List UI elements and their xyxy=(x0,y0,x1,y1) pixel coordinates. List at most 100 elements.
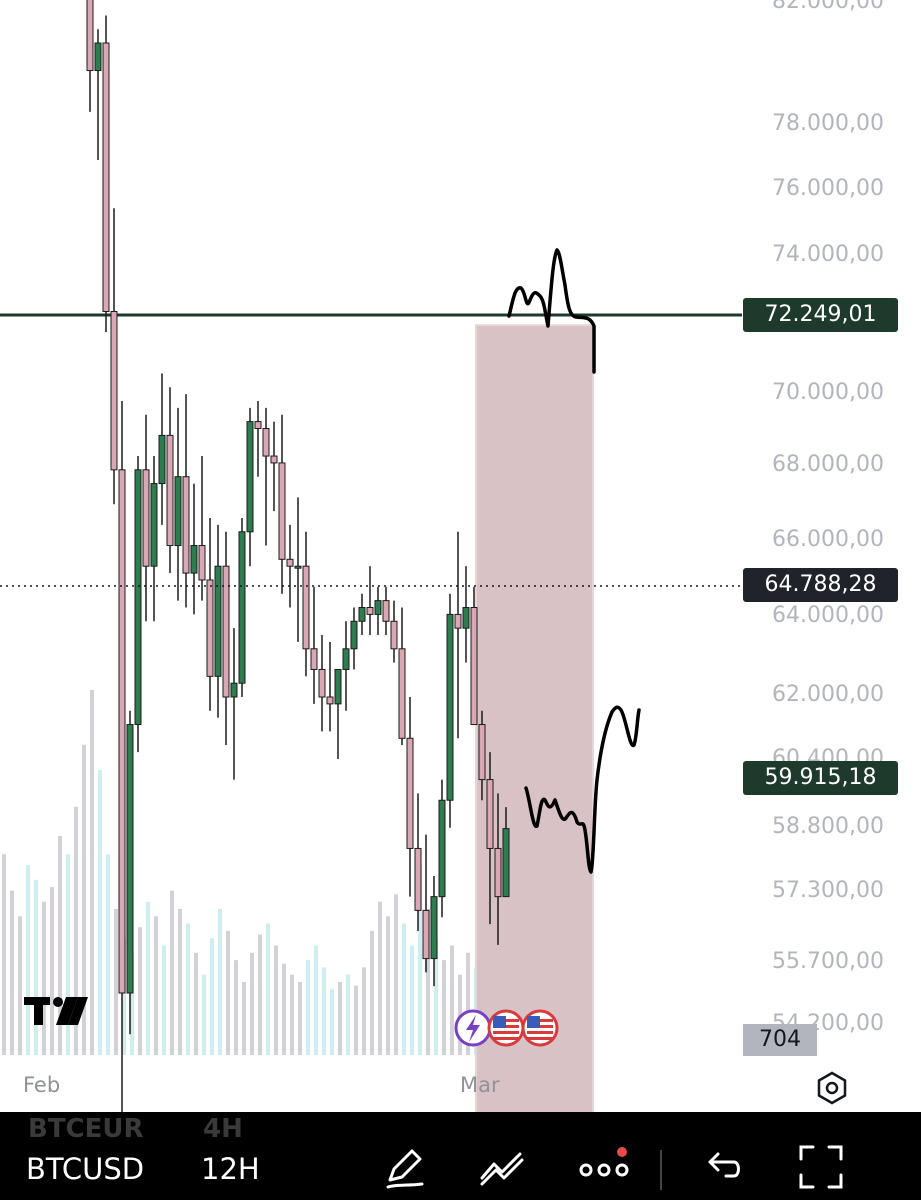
volume-bar xyxy=(282,963,286,1055)
volume-bar xyxy=(106,854,110,1055)
volume-bar xyxy=(434,938,438,1055)
candle-body xyxy=(254,421,262,430)
candle-body xyxy=(198,545,206,581)
candle-body xyxy=(222,565,230,698)
candle-body xyxy=(502,828,510,898)
candle-body xyxy=(486,779,494,849)
candle-body xyxy=(102,42,110,312)
candle-body xyxy=(214,565,222,677)
candles xyxy=(86,0,510,1112)
candle-body xyxy=(150,483,158,567)
volume-bar xyxy=(26,865,30,1055)
candle-body xyxy=(270,455,278,464)
candle-body xyxy=(422,909,430,960)
volume-bar xyxy=(290,974,294,1055)
candle-body xyxy=(166,434,174,547)
toolbar-divider xyxy=(660,1150,662,1190)
candle-body xyxy=(126,724,134,994)
candle-body xyxy=(174,476,182,547)
freehand-drawings xyxy=(507,248,641,874)
price-axis-label: 57.300,00 xyxy=(772,878,884,903)
price-axis: 82.000,00 78.000,00 76.000,00 74.000,00 70.0… xyxy=(772,0,884,1036)
volume-bar xyxy=(186,923,190,1055)
candle-body xyxy=(478,724,486,781)
volume-bar xyxy=(442,960,446,1055)
volume-bar xyxy=(130,952,134,1055)
previous-symbol-ghost: BTCEUR xyxy=(28,1114,144,1144)
more-icon[interactable] xyxy=(576,1142,636,1192)
volume-bar xyxy=(234,960,238,1055)
volume-bar xyxy=(394,894,398,1055)
candle-body xyxy=(366,607,374,615)
volume-bar xyxy=(362,967,366,1055)
volume-bar xyxy=(338,982,342,1055)
volume-bar xyxy=(346,974,350,1055)
volume-bar xyxy=(386,916,390,1055)
current-price-tag: 64.788,28 xyxy=(743,568,898,602)
volume-bar xyxy=(250,952,254,1055)
candle-body xyxy=(494,847,502,898)
us-flag-icon-2 xyxy=(521,1009,559,1047)
volume-bars xyxy=(2,690,478,1055)
candle-body xyxy=(318,668,326,698)
candle-body xyxy=(454,613,462,629)
event-icons[interactable] xyxy=(453,1005,565,1051)
volume-bar xyxy=(410,945,414,1055)
candle-body xyxy=(446,613,454,801)
symbol-button[interactable]: BTCUSD xyxy=(26,1152,145,1186)
volume-bar xyxy=(322,967,326,1055)
volume-bar xyxy=(2,854,6,1055)
price-axis-label: 66.000,00 xyxy=(772,527,884,552)
volume-bar xyxy=(74,806,78,1055)
volume-bar xyxy=(10,890,14,1055)
candle-body xyxy=(302,565,310,650)
candle-body xyxy=(182,476,190,574)
candle-body xyxy=(406,737,414,849)
price-axis-label: 70.000,00 xyxy=(772,380,884,405)
interval-button[interactable]: 12H xyxy=(201,1152,260,1186)
volume-bar xyxy=(314,945,318,1055)
price-axis-label: 62.000,00 xyxy=(772,682,884,707)
volume-bar xyxy=(354,985,358,1055)
time-label-feb: Feb xyxy=(23,1073,61,1097)
volume-bar xyxy=(330,989,334,1055)
undo-icon[interactable] xyxy=(702,1142,742,1192)
candle-body xyxy=(246,421,254,533)
candle-body xyxy=(206,579,214,677)
resistance-price-tag: 72.249,01 xyxy=(743,298,898,332)
volume-bar xyxy=(466,952,470,1055)
settings-hexagon-icon[interactable] xyxy=(814,1070,850,1106)
price-axis-label: 82.000,00 xyxy=(772,0,884,14)
volume-bar xyxy=(162,945,166,1055)
pen-icon[interactable] xyxy=(380,1142,430,1192)
support-price-tag: 59.915,18 xyxy=(743,761,898,795)
chart-area[interactable]: 82.000,00 78.000,00 76.000,00 74.000,00 70.0… xyxy=(0,0,921,1112)
candle-body xyxy=(310,648,318,670)
tradingview-logo xyxy=(24,997,88,1025)
volume-bar xyxy=(82,744,86,1055)
candle-body xyxy=(470,607,478,726)
candle-body xyxy=(142,469,150,567)
lightning-icon xyxy=(454,1009,492,1047)
volume-bar xyxy=(210,938,214,1055)
candle-body xyxy=(414,847,422,911)
volume-bar xyxy=(66,854,70,1055)
candle-body xyxy=(110,310,118,471)
candle-body xyxy=(342,648,350,670)
fullscreen-icon[interactable] xyxy=(796,1142,846,1192)
volume-bar xyxy=(378,901,382,1055)
volume-bar xyxy=(42,901,46,1055)
candle-body xyxy=(326,696,334,705)
candle-body xyxy=(278,462,286,560)
candle-body xyxy=(390,620,398,650)
candle-body xyxy=(358,607,366,622)
price-axis-label: 68.000,00 xyxy=(772,452,884,477)
drawings-icon[interactable] xyxy=(476,1142,530,1192)
volume-bar xyxy=(98,770,102,1055)
volume-bar xyxy=(258,934,262,1055)
volume-bar xyxy=(426,909,430,1055)
volume-bar xyxy=(58,836,62,1055)
candle-body xyxy=(190,545,198,574)
candle-body xyxy=(94,42,102,72)
price-chart[interactable]: 82.000,00 78.000,00 76.000,00 74.000,00 70.0… xyxy=(0,0,921,1112)
